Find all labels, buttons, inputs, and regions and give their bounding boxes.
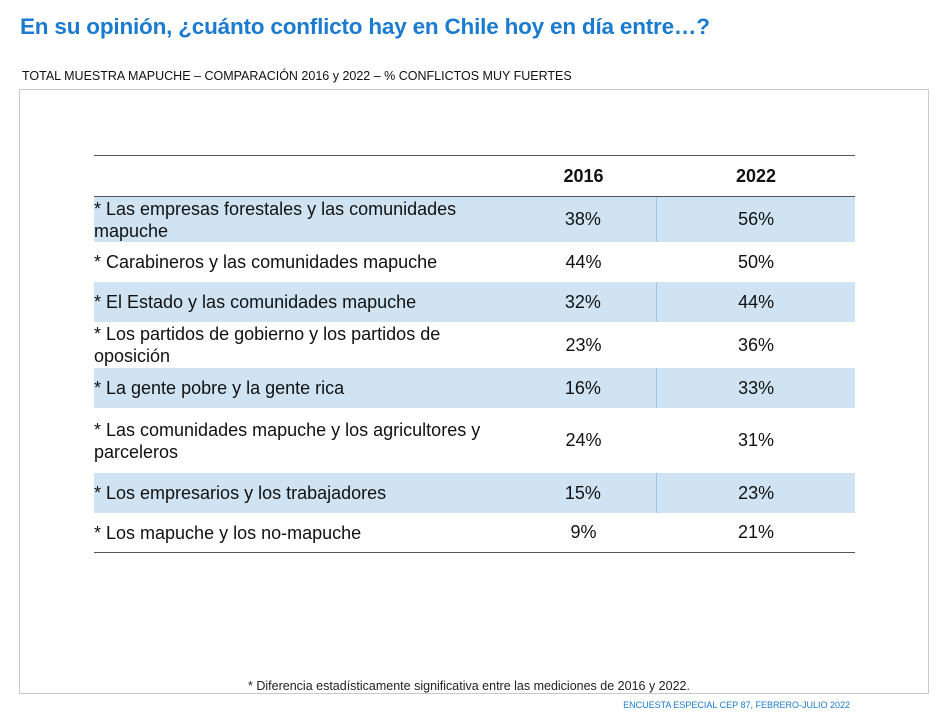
row-label: * Los partidos de gobierno y los partido… [94, 324, 441, 366]
value-2016: 38% [564, 209, 601, 229]
header-2016: 2016 [563, 165, 604, 186]
row-label: * Carabineros y las comunidades mapuche [94, 252, 438, 272]
value-2016: 23% [565, 334, 602, 355]
value-2022: 23% [656, 473, 855, 513]
value-2016: 16% [564, 377, 601, 398]
value-2022: 33% [656, 368, 855, 408]
row-label: * Los empresarios y los trabajadores [94, 483, 387, 503]
content-frame [19, 89, 929, 694]
source-credit: ENCUESTA ESPECIAL CEP 87, FEBRERO-JULIO … [623, 700, 850, 710]
page-title: En su opinión, ¿cuánto conflicto hay en … [20, 14, 710, 39]
value-2016: 44% [565, 251, 602, 272]
table-row: * Los mapuche y los no-mapuche 9% 21% [94, 513, 855, 553]
value-2016: 15% [564, 482, 601, 503]
value-2022: 56% [656, 197, 855, 242]
footnote: * Diferencia estadísticamente significat… [0, 679, 948, 693]
table-row: * Carabineros y las comunidades mapuche … [94, 242, 855, 282]
value-2022: 31% [737, 430, 775, 450]
table-row: * Las comunidades mapuche y los agricult… [94, 408, 855, 473]
value-2022: 36% [737, 334, 775, 355]
table-row: * Los empresarios y los trabajadores 15%… [94, 473, 855, 513]
table-row: * La gente pobre y la gente rica 16% 33% [94, 368, 855, 408]
row-label: * El Estado y las comunidades mapuche [94, 292, 417, 312]
row-label: * Las empresas forestales y las comunida… [94, 198, 457, 241]
table-row: * El Estado y las comunidades mapuche 32… [94, 282, 855, 322]
header-2022: 2022 [735, 165, 777, 186]
comparison-table: 2016 2022 * Las empresas forestales y la… [94, 155, 855, 553]
table-header: 2016 2022 [94, 156, 855, 197]
row-label: * La gente pobre y la gente rica [94, 378, 345, 398]
table-row: * Los partidos de gobierno y los partido… [94, 322, 855, 368]
value-2016: 24% [565, 430, 602, 450]
value-2016: 32% [564, 291, 601, 312]
footnote-text: * Diferencia estadísticamente significat… [248, 679, 690, 693]
value-2022: 50% [737, 251, 775, 272]
value-2016: 9% [570, 522, 597, 542]
page-subtitle: TOTAL MUESTRA MAPUCHE – COMPARACIÓN 2016… [22, 69, 572, 83]
row-label: * Las comunidades mapuche y los agricult… [94, 419, 481, 462]
value-2022: 44% [656, 282, 855, 322]
row-label: * Los mapuche y los no-mapuche [94, 522, 362, 543]
value-2022: 21% [737, 522, 775, 542]
table-row: * Las empresas forestales y las comunida… [94, 197, 855, 242]
